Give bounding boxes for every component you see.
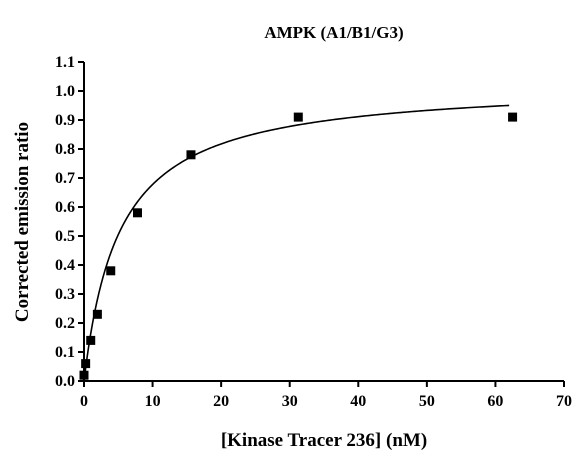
x-tick-label: 30	[282, 393, 298, 410]
y-tick-label: 1.1	[55, 54, 75, 71]
x-tick-label: 0	[80, 393, 88, 410]
data-point	[293, 112, 303, 122]
y-tick-label: 0.4	[55, 257, 75, 274]
fit-curve	[83, 104, 510, 382]
data-point	[86, 335, 96, 345]
y-tick-label: 0.3	[55, 286, 75, 303]
y-tick-label: 0.8	[55, 141, 75, 158]
data-point	[79, 370, 89, 380]
y-tick-label: 0.5	[55, 228, 75, 245]
chart-title: AMPK (A1/B1/G3)	[264, 23, 403, 42]
y-tick-label: 0.2	[55, 315, 75, 332]
data-point	[92, 309, 102, 319]
y-tick-label: 0.1	[55, 344, 75, 361]
y-tick-label: 0.0	[55, 373, 75, 390]
x-axis-label: [Kinase Tracer 236] (nM)	[221, 430, 427, 451]
plot-area: 0.0 0.1 0.2 0.3 0.4 0.5 0.6 0.7 0.8 0.9 1.0 1.1 0 10 2…	[55, 54, 572, 410]
x-tick-label: 60	[487, 393, 503, 410]
data-point	[508, 112, 518, 122]
y-axis-label: Corrected emission ratio	[12, 122, 33, 322]
data-point	[132, 208, 142, 218]
x-tick-label: 40	[350, 393, 366, 410]
x-tick-label: 50	[419, 393, 435, 410]
y-tick-label: 0.7	[55, 170, 75, 187]
data-point	[106, 266, 116, 276]
y-tick-label: 0.9	[55, 112, 75, 129]
x-tick-label: 20	[213, 393, 229, 410]
y-tick-label: 0.6	[55, 199, 75, 216]
y-tick-label: 1.0	[55, 83, 75, 100]
data-point	[186, 150, 196, 160]
data-point	[81, 359, 91, 369]
x-tick-label: 10	[145, 393, 161, 410]
x-tick-label: 70	[556, 393, 572, 410]
